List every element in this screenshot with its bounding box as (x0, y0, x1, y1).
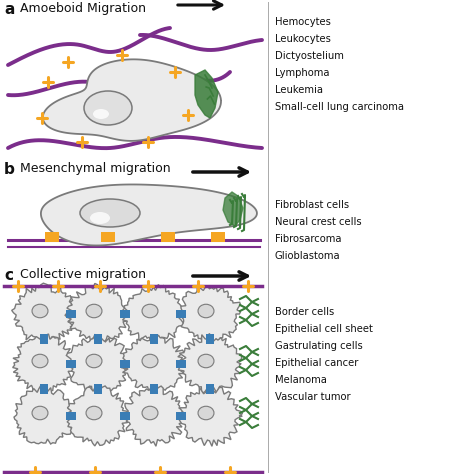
Ellipse shape (86, 304, 102, 318)
Ellipse shape (80, 199, 140, 227)
Text: Neural crest cells: Neural crest cells (275, 217, 362, 227)
FancyBboxPatch shape (45, 232, 59, 242)
Text: Epithelial cell sheet: Epithelial cell sheet (275, 324, 373, 334)
Ellipse shape (142, 304, 158, 318)
Ellipse shape (86, 406, 102, 420)
Ellipse shape (93, 109, 109, 119)
Polygon shape (43, 59, 221, 141)
Ellipse shape (198, 406, 214, 420)
FancyBboxPatch shape (176, 360, 186, 368)
Polygon shape (178, 333, 242, 393)
Text: b: b (4, 162, 15, 177)
Polygon shape (14, 385, 76, 444)
Ellipse shape (84, 91, 132, 125)
FancyBboxPatch shape (206, 384, 214, 394)
Ellipse shape (32, 354, 48, 368)
Text: Epithelial cancer: Epithelial cancer (275, 358, 358, 368)
Polygon shape (179, 386, 243, 447)
Polygon shape (121, 284, 185, 345)
Text: Glioblastoma: Glioblastoma (275, 251, 341, 261)
Text: Dictyostelium: Dictyostelium (275, 51, 344, 61)
FancyBboxPatch shape (176, 310, 186, 318)
FancyBboxPatch shape (150, 384, 158, 394)
Polygon shape (41, 184, 257, 246)
Ellipse shape (90, 212, 110, 224)
Ellipse shape (32, 406, 48, 420)
FancyBboxPatch shape (150, 334, 158, 344)
FancyBboxPatch shape (211, 232, 225, 242)
Text: Border cells: Border cells (275, 307, 334, 317)
Text: Mesenchymal migration: Mesenchymal migration (20, 162, 171, 175)
Text: Hemocytes: Hemocytes (275, 17, 331, 27)
Text: Leukemia: Leukemia (275, 85, 323, 95)
Text: Melanoma: Melanoma (275, 375, 327, 385)
Polygon shape (67, 386, 130, 446)
Polygon shape (195, 70, 218, 118)
Ellipse shape (198, 304, 214, 318)
FancyBboxPatch shape (120, 412, 130, 420)
FancyBboxPatch shape (161, 232, 175, 242)
Polygon shape (181, 286, 241, 343)
Text: Collective migration: Collective migration (20, 268, 146, 281)
Text: Fibroblast cells: Fibroblast cells (275, 200, 349, 210)
Ellipse shape (142, 406, 158, 420)
Polygon shape (13, 334, 76, 394)
FancyBboxPatch shape (40, 384, 48, 394)
FancyBboxPatch shape (66, 310, 76, 318)
Polygon shape (223, 192, 243, 226)
Polygon shape (12, 283, 74, 342)
Text: Small-cell lung carcinoma: Small-cell lung carcinoma (275, 102, 404, 112)
Ellipse shape (32, 304, 48, 318)
Ellipse shape (198, 354, 214, 368)
Text: Gastrulating cells: Gastrulating cells (275, 341, 363, 351)
Text: a: a (4, 2, 14, 17)
Ellipse shape (86, 354, 102, 368)
Text: Vascular tumor: Vascular tumor (275, 392, 351, 402)
FancyBboxPatch shape (94, 384, 102, 394)
Text: Amoeboid Migration: Amoeboid Migration (20, 2, 146, 15)
FancyBboxPatch shape (120, 310, 130, 318)
FancyBboxPatch shape (40, 334, 48, 344)
Ellipse shape (142, 354, 158, 368)
FancyBboxPatch shape (66, 360, 76, 368)
Text: Lymphoma: Lymphoma (275, 68, 329, 78)
Polygon shape (65, 283, 129, 343)
FancyBboxPatch shape (94, 334, 102, 344)
FancyBboxPatch shape (120, 360, 130, 368)
Polygon shape (125, 386, 185, 446)
Text: Fibrosarcoma: Fibrosarcoma (275, 234, 341, 244)
FancyBboxPatch shape (206, 334, 214, 344)
Polygon shape (66, 335, 129, 394)
Text: Leukocytes: Leukocytes (275, 34, 331, 44)
FancyBboxPatch shape (101, 232, 115, 242)
Polygon shape (121, 335, 185, 393)
Text: c: c (4, 268, 13, 283)
FancyBboxPatch shape (66, 412, 76, 420)
FancyBboxPatch shape (176, 412, 186, 420)
